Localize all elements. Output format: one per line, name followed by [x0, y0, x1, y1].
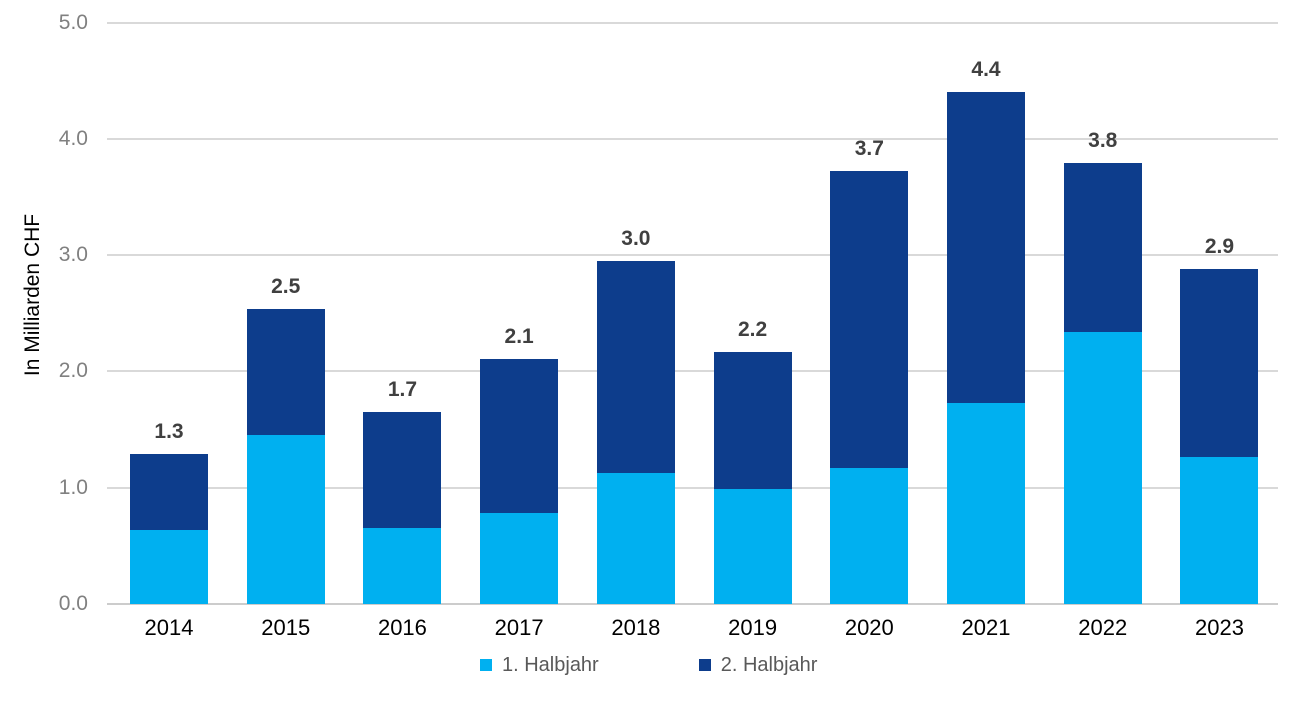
bar-2018-first-half: [596, 472, 675, 604]
y-axis-tick-label: 3.0: [58, 243, 88, 267]
gridline: [107, 370, 1278, 373]
bar-2015-second-half: [246, 308, 325, 436]
bar-2014-second-half: [130, 453, 208, 530]
bar-2019-first-half: [713, 488, 792, 604]
legend: 1. Halbjahr 2. Halbjahr: [480, 653, 817, 677]
bar-total-label: 2.1: [504, 324, 534, 348]
x-axis-tick-label: 2022: [1078, 615, 1128, 640]
y-axis-title: In Milliarden CHF: [21, 213, 44, 377]
x-axis-tick-label: 2023: [1194, 615, 1244, 640]
bar-2017-first-half: [480, 513, 559, 604]
x-axis-tick-label: 2014: [144, 615, 194, 640]
bar-2017-second-half: [480, 358, 559, 514]
bar-total-label: 2.9: [1204, 235, 1235, 259]
bar-2021-first-half: [947, 402, 1026, 604]
legend-item-second-half: 2. Halbjahr: [698, 653, 818, 677]
bar-total-label: 2.2: [737, 317, 768, 341]
x-axis-tick-label: 2016: [377, 615, 427, 640]
x-axis-tick-label: 2017: [494, 615, 544, 640]
y-axis-tick-label: 0.0: [58, 592, 88, 615]
x-axis-line: [107, 603, 1278, 605]
bar-2014-first-half: [130, 529, 208, 604]
x-axis-tick-label: 2018: [611, 615, 661, 640]
bar-2020-second-half: [830, 171, 909, 468]
y-axis-tick-label: 5.0: [58, 10, 88, 34]
legend-label: 1. Halbjahr: [502, 654, 599, 676]
x-axis-tick-label: 2020: [844, 615, 894, 640]
x-axis-tick-label: 2015: [261, 615, 311, 640]
gridline: [107, 137, 1278, 140]
bar-2021-second-half: [947, 92, 1026, 403]
y-axis-tick-label: 2.0: [58, 359, 88, 383]
bar-2022-second-half: [1063, 163, 1142, 332]
gridline: [107, 254, 1278, 257]
legend-label: 2. Halbjahr: [720, 654, 818, 676]
bar-2020-first-half: [830, 467, 909, 604]
legend-swatch-icon: [698, 659, 711, 671]
bar-total-label: 1.7: [387, 378, 418, 402]
bar-total-label: 1.3: [154, 419, 184, 443]
gridline: [107, 486, 1278, 489]
bar-2018-second-half: [596, 260, 675, 473]
bar-total-label: 3.0: [621, 226, 651, 250]
y-axis-tick-label: 4.0: [58, 126, 88, 150]
bar-total-label: 4.4: [971, 58, 1001, 82]
bar-2023-first-half: [1180, 457, 1259, 604]
bar-2015-first-half: [246, 435, 325, 604]
bar-2016-first-half: [363, 528, 442, 604]
x-axis-tick-label: 2021: [961, 615, 1011, 640]
bar-total-label: 2.5: [271, 274, 301, 298]
y-axis-tick-label: 1.0: [58, 475, 88, 499]
legend-swatch-icon: [480, 659, 492, 671]
gridline: [107, 21, 1278, 24]
bar-2016-second-half: [363, 412, 442, 529]
bar-2022-first-half: [1063, 331, 1142, 604]
bar-total-label: 3.7: [854, 137, 884, 161]
legend-item-first-half: 1. Halbjahr: [480, 653, 599, 677]
bar-2023-second-half: [1180, 269, 1259, 458]
bar-2019-second-half: [713, 351, 792, 489]
bar-total-label: 3.8: [1088, 129, 1118, 153]
x-axis-tick-label: 2019: [728, 615, 778, 640]
